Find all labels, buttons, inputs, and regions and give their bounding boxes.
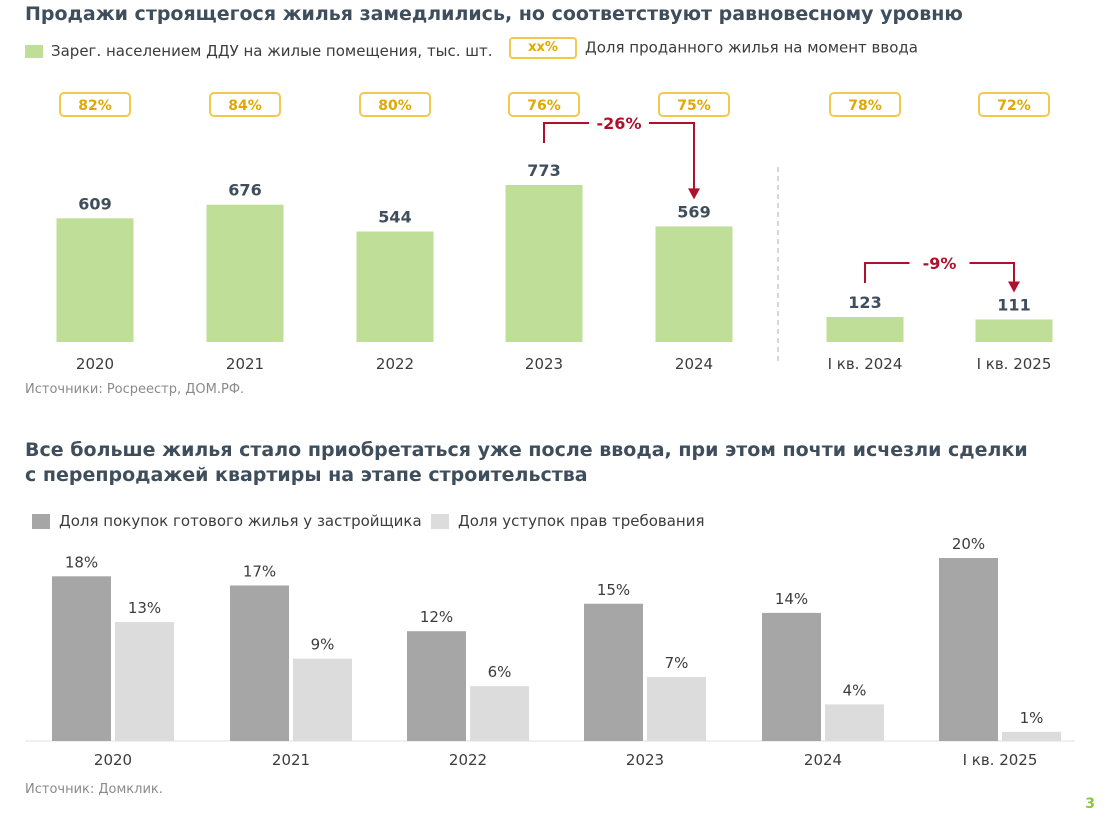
legend-pct-badge: xx%: [509, 37, 577, 59]
pct-badge: [978, 92, 1050, 117]
bar-value-label: 609: [78, 194, 111, 213]
bar-2021-series1: [230, 585, 289, 741]
legend-green-swatch: [25, 45, 43, 58]
bottom-chart-title: Все больше жилья стало приобретаться уже…: [25, 438, 1028, 488]
bottom-title-line2: с перепродажей квартиры на этапе строите…: [25, 464, 588, 486]
bar-value-label: 6%: [488, 663, 512, 681]
x-tick-label: I кв. 2024: [828, 355, 903, 373]
x-tick-label: 2024: [804, 751, 842, 769]
bottom-legend-series1: Доля покупок готового жилья у застройщик…: [32, 512, 422, 530]
x-tick-label: 2023: [525, 355, 563, 373]
x-tick-label: I кв. 2025: [963, 751, 1038, 769]
legend-green-label: Зарег. населением ДДУ на жилые помещения…: [51, 42, 493, 60]
x-tick-label: 2022: [376, 355, 414, 373]
change-label: -9%: [923, 254, 957, 273]
pct-badge-label: 72%: [997, 98, 1031, 114]
bottom-bar-chart: 18% 13% 2020 17% 9% 2021 12% 6% 2022 15% 7% 2023 14%…: [25, 535, 1075, 769]
bar-value-label: 9%: [311, 636, 335, 654]
top-chart-title: Продажи строящегося жилья замедлились, н…: [25, 3, 963, 25]
bar-value-label: 18%: [65, 553, 98, 571]
pct-badge-label: 82%: [78, 98, 112, 114]
bar-value-label: 17%: [243, 562, 276, 580]
x-tick-label: 2020: [94, 751, 132, 769]
bar-value-label: 111: [997, 295, 1030, 314]
pct-badge-label: 78%: [848, 98, 882, 114]
pct-badge: [359, 92, 431, 117]
bar-value-label: 20%: [952, 535, 985, 553]
bar-2021: [206, 204, 284, 342]
bar-2022-series1: [407, 631, 466, 741]
pct-badge: [658, 92, 730, 117]
bar-value-label: 544: [378, 208, 411, 227]
bar-value-label: 1%: [1020, 709, 1044, 727]
x-tick-label: 2024: [675, 355, 713, 373]
pct-badge-label: 80%: [378, 98, 412, 114]
bar-2022-series2: [470, 686, 529, 741]
bar-value-label: 676: [228, 181, 261, 200]
bar-I кв. 2025-series2: [1002, 731, 1061, 741]
bar-value-label: 14%: [775, 590, 808, 608]
x-tick-label: 2021: [226, 355, 264, 373]
bottom-title-line1: Все больше жилья стало приобретаться уже…: [25, 439, 1028, 461]
bar-value-label: 123: [848, 293, 881, 312]
arrow-head: [1008, 281, 1020, 293]
legend-pct-label: Доля проданного жилья на момент ввода: [585, 38, 918, 57]
bar-2022: [356, 231, 434, 342]
bar-value-label: 4%: [843, 681, 867, 699]
bar-I кв. 2025: [975, 319, 1053, 342]
bottom-legend-series2: Доля уступок прав требования: [431, 512, 704, 530]
bar-value-label: 773: [527, 161, 560, 180]
pct-badge-label: 75%: [677, 98, 711, 114]
legend-series2-label: Доля уступок прав требования: [458, 512, 705, 530]
x-tick-label: 2023: [626, 751, 664, 769]
pct-badge: [508, 92, 580, 117]
bar-2020-series2: [115, 622, 174, 741]
x-tick-label: 2022: [449, 751, 487, 769]
bar-2020: [56, 218, 134, 342]
bar-2023-series2: [647, 676, 706, 741]
bar-2024-series1: [762, 612, 821, 741]
x-tick-label: 2020: [76, 355, 114, 373]
bottom-source: Источник: Домклик.: [25, 782, 163, 797]
x-tick-label: 2021: [272, 751, 310, 769]
change-label-bg: [909, 252, 970, 275]
pct-badge-label: 76%: [527, 98, 561, 114]
pct-badge-label: 84%: [228, 98, 262, 114]
bar-I кв. 2024: [826, 317, 904, 342]
legend-light-gray-swatch: [431, 514, 449, 529]
bar-value-label: 13%: [128, 599, 161, 617]
bar-value-label: 7%: [665, 654, 689, 672]
change-label: -26%: [597, 114, 642, 133]
bar-value-label: 15%: [597, 581, 630, 599]
pct-badge: [209, 92, 281, 117]
bar-value-label: 12%: [420, 608, 453, 626]
legend-series1-label: Доля покупок готового жилья у застройщик…: [59, 512, 422, 530]
top-source: Источники: Росреестр, ДОМ.РФ.: [25, 382, 245, 397]
bar-I кв. 2025-series1: [939, 558, 998, 741]
bar-2023: [505, 185, 583, 342]
top-legend-pct: xx% Доля проданного жилья на момент ввода: [509, 37, 918, 59]
page-number: 3: [1085, 796, 1095, 812]
change-label-bg: [589, 112, 649, 134]
pct-badge: [829, 92, 901, 117]
bar-2024-series2: [825, 704, 884, 741]
bar-value-label: 569: [677, 202, 710, 221]
arrow-head: [688, 188, 700, 200]
top-legend-bars: Зарег. населением ДДУ на жилые помещения…: [25, 42, 493, 60]
bar-2023-series1: [584, 603, 643, 741]
bar-2021-series2: [293, 658, 352, 741]
x-tick-label: I кв. 2025: [977, 355, 1052, 373]
bar-2020-series1: [52, 576, 111, 741]
pct-badge: [59, 92, 131, 117]
top-bar-chart: 609 2020 82% 676 2021 84% 544 2022 80% 773 2023 76%…: [56, 92, 1053, 373]
bar-2024: [655, 226, 733, 342]
legend-dark-gray-swatch: [32, 514, 50, 529]
